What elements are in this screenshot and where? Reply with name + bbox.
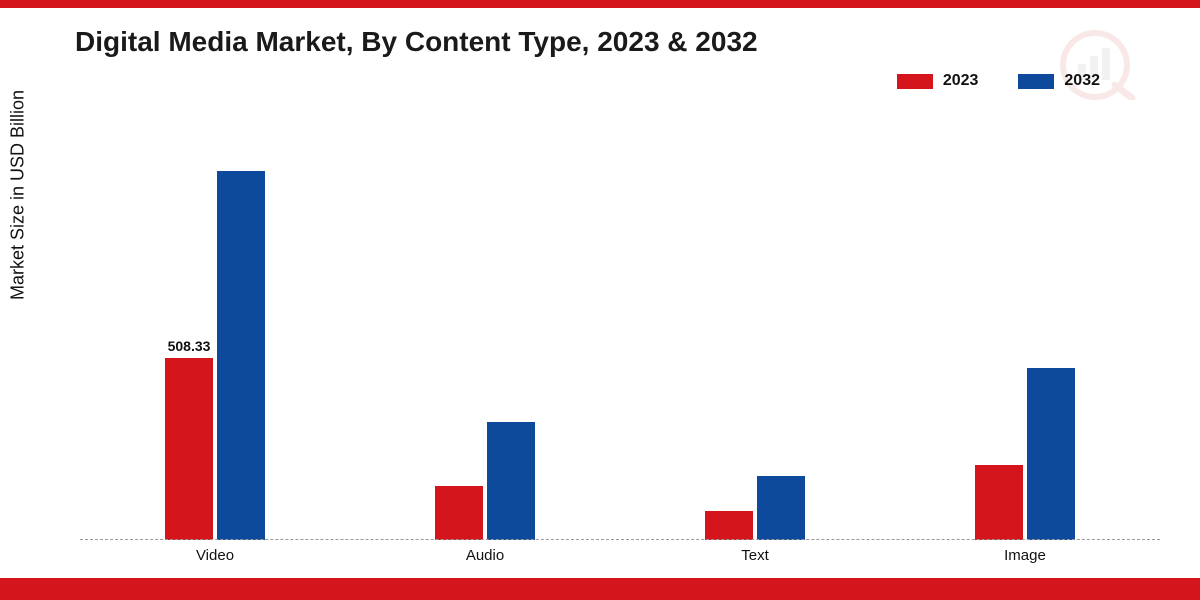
bottom-accent-bar — [0, 578, 1200, 600]
legend-item-2032: 2032 — [1018, 72, 1100, 90]
x-tick-label: Audio — [350, 547, 620, 564]
x-tick-label: Image — [890, 547, 1160, 564]
legend-swatch-2032 — [1018, 74, 1054, 89]
bar-group: 508.33 — [80, 110, 350, 540]
x-tick-label: Video — [80, 547, 350, 564]
chart-page: Digital Media Market, By Content Type, 2… — [0, 0, 1200, 600]
bar — [217, 171, 265, 540]
bar — [1027, 368, 1075, 540]
bar-groups: 508.33 — [80, 110, 1160, 540]
watermark-logo-icon — [1050, 30, 1140, 105]
x-tick-label: Text — [620, 547, 890, 564]
bar — [757, 476, 805, 541]
x-axis-line — [80, 539, 1160, 540]
bar-data-label: 508.33 — [168, 338, 211, 354]
chart-title: Digital Media Market, By Content Type, 2… — [75, 26, 758, 58]
bar: 508.33 — [165, 358, 213, 540]
legend: 2023 2032 — [897, 72, 1100, 90]
bar-group — [350, 110, 620, 540]
legend-label-2032: 2032 — [1064, 72, 1100, 90]
x-axis-labels: VideoAudioTextImage — [80, 547, 1160, 564]
bar — [705, 511, 753, 540]
bar-group — [620, 110, 890, 540]
bar — [487, 422, 535, 540]
bar — [975, 465, 1023, 540]
y-axis-label: Market Size in USD Billion — [8, 90, 29, 300]
bar — [435, 486, 483, 540]
legend-item-2023: 2023 — [897, 72, 979, 90]
plot-area: 508.33 — [80, 110, 1160, 540]
bar-group — [890, 110, 1160, 540]
legend-swatch-2023 — [897, 74, 933, 89]
top-accent-bar — [0, 0, 1200, 8]
legend-label-2023: 2023 — [943, 72, 979, 90]
